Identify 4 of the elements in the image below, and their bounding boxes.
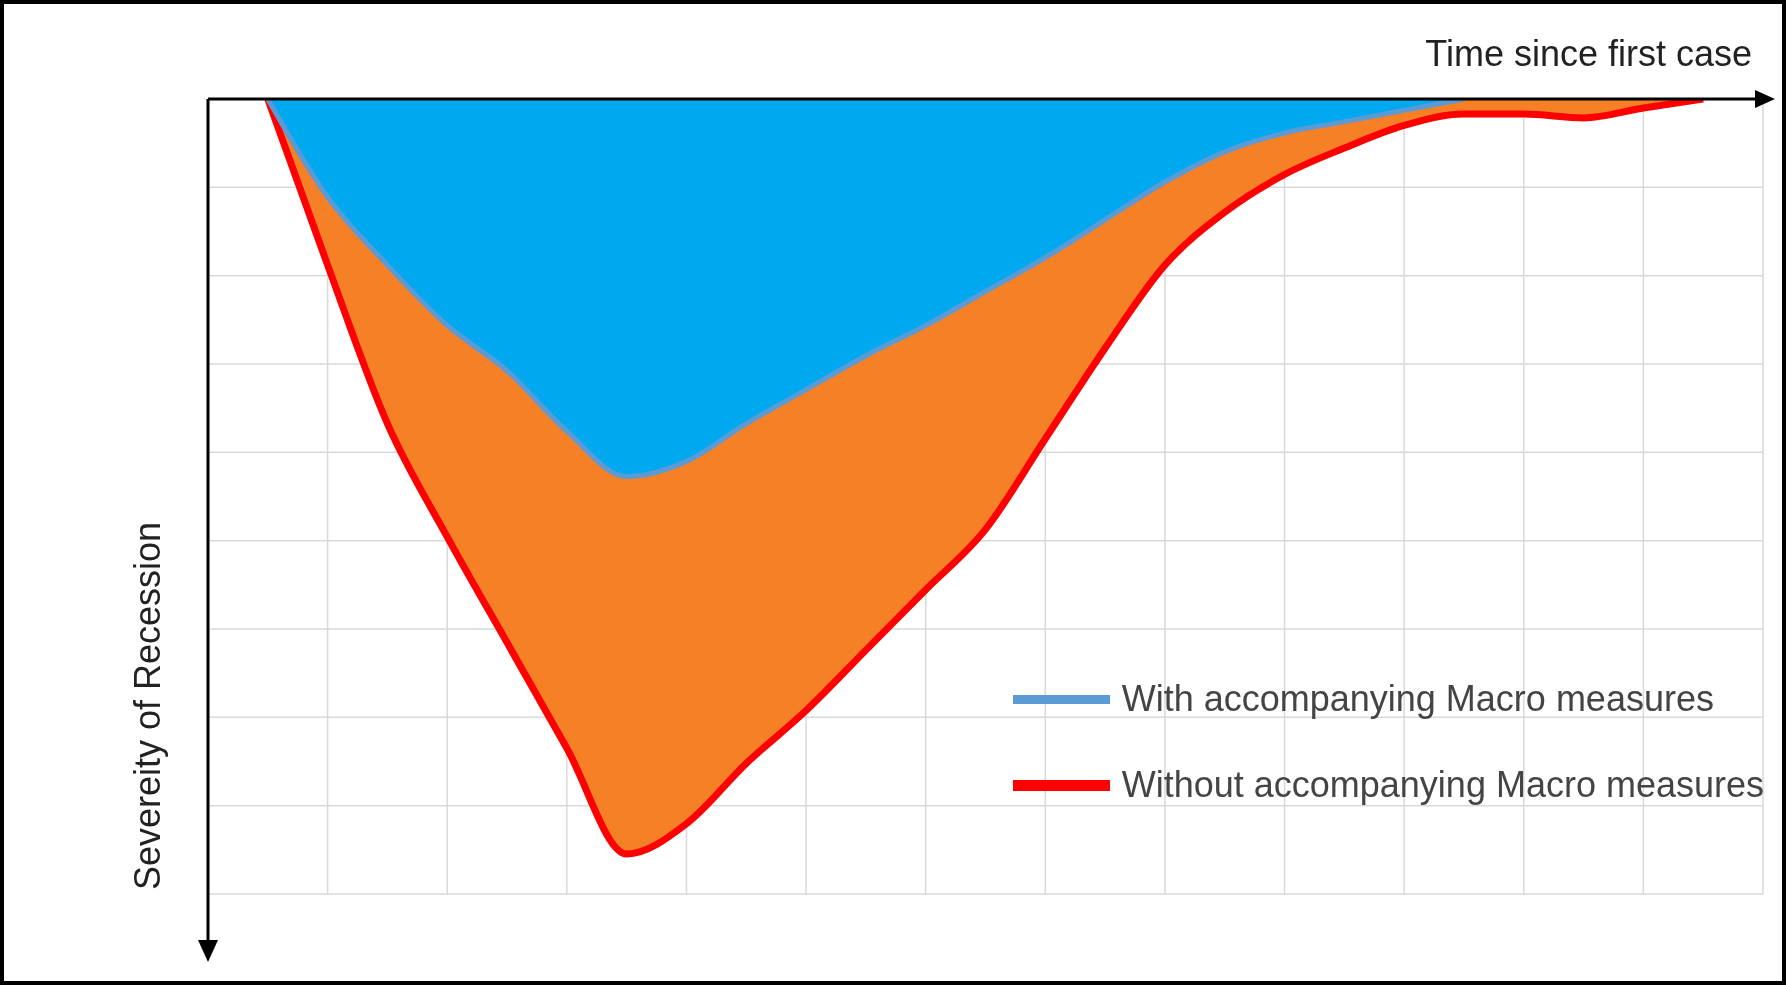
legend-label: With accompanying Macro measures	[1121, 678, 1714, 720]
legend-label: Without accompanying Macro measures	[1121, 764, 1764, 806]
y-axis-title: Severeity of Recession	[127, 521, 168, 891]
x-axis-title: Time since first case	[1425, 33, 1752, 74]
